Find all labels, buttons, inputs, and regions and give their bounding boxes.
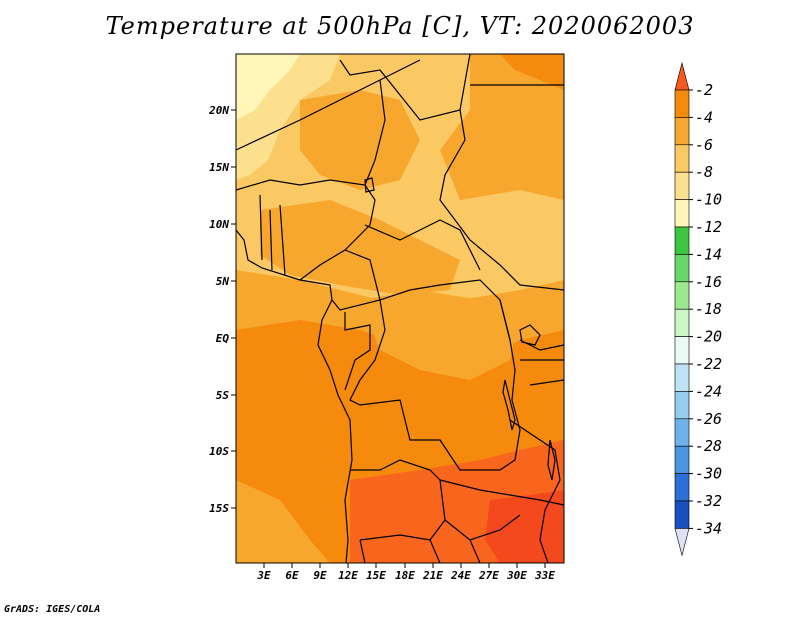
border-central-4 [349,299,500,471]
colorbar-top-arrow [674,61,690,91]
lon-ticks [263,563,546,568]
colorbar-label: -2 [695,81,713,99]
field-coolest-corner [236,54,300,120]
colorbar-label: -8 [695,163,713,181]
field-warmer-northeast [500,54,564,90]
map-frame [235,53,565,564]
colorbar-label: -16 [695,273,722,291]
border-central-3 [344,312,371,391]
colorbar-label: -24 [695,382,722,400]
border-south-3 [359,514,521,563]
lon-label: 18E [395,569,415,582]
border-sahel-3 [364,219,481,271]
lon-label: 9E [313,569,327,582]
colorbar-swatch [674,391,690,420]
border-sahel-2 [259,194,286,276]
colorbar-swatch [674,473,690,502]
border-north-2 [339,54,471,121]
colorbar-label: -28 [695,437,722,455]
colorbar-label: -4 [695,108,713,126]
lat-label: 15S [209,502,229,515]
temperature-field [236,54,564,563]
colorbar-label: -14 [695,245,722,263]
lon-label: 24E [450,569,471,582]
colorbar-label: -12 [695,218,722,236]
colorbar-label: -34 [695,519,722,537]
lat-ticks [231,109,236,509]
border-north-3 [364,79,386,186]
latitude-axis: 20N 15N 10N 5N EQ 5S 10S 15S [208,104,236,515]
lon-label: 33E [534,569,555,582]
lon-label: 21E [422,569,443,582]
colorbar-label: -22 [695,355,722,373]
colorbar-swatch [674,199,690,228]
border-south-2 [439,479,564,506]
colorbar-swatch [674,89,690,118]
lat-label: 20N [208,104,229,117]
field-warm-north-1 [300,90,420,190]
colorbar-swatch [674,226,690,255]
country-borders [236,54,564,563]
colorbar-label: -10 [695,191,722,209]
lat-label: 5S [216,389,230,402]
colorbar-swatch [674,363,690,392]
lake-tanganyika [502,379,516,431]
lon-label: 12E [338,569,358,582]
colorbar-label: -26 [695,410,722,428]
colorbar-swatch [674,171,690,200]
coastline-west [236,229,353,563]
colorbar-label: -20 [695,328,722,346]
colorbar-swatch [674,281,690,310]
lat-label: EQ [216,332,230,345]
grads-credit: GrADS: IGES/COLA [4,604,101,615]
colorbar-swatch [674,308,690,337]
lon-label: 15E [366,569,386,582]
border-south-4 [509,419,561,563]
lat-label: 10N [209,218,229,231]
colorbar-label: -18 [695,300,722,318]
colorbar-label: -6 [695,136,713,154]
field-warm-southwest [236,480,330,563]
lon-label: 3E [256,569,271,582]
colorbar-swatch [674,254,690,283]
lake-victoria [519,324,541,346]
lat-label: 10S [209,445,229,458]
lon-label: 27E [478,569,499,582]
border-north-1 [236,59,421,151]
colorbar: -2 -4 -6 -8 -10 -12 -14 -16 -18 -20 -22 -24 -26 -28 -3… [674,61,722,557]
border-sahel-1 [236,179,376,281]
colorbar-swatch [674,336,690,365]
longitude-axis: 3E 6E 9E 12E 15E 18E 21E 24E 27E 30E 33E [256,563,555,582]
colorbar-label: -32 [695,492,722,510]
colorbar-swatch [674,418,690,447]
border-north-5 [439,109,564,291]
field-cool-lake-band [360,290,520,380]
field-hot-southeast [485,490,564,563]
colorbar-swatch [674,445,690,474]
colorbar-label: -30 [695,465,722,483]
lake-malawi [547,439,556,481]
lat-label: 15N [209,161,229,174]
colorbar-bottom-arrow [674,528,690,557]
colorbar-swatch [674,144,690,173]
field-warm-central [260,200,460,295]
lake-chad [364,177,375,193]
border-central-5 [499,299,521,471]
lat-label: 5N [216,275,230,288]
lon-label: 30E [506,569,527,582]
colorbar-swatch [674,500,690,529]
lon-label: 6E [285,569,299,582]
map-title: Temperature at 500hPa [C], VT: 202006200… [105,12,695,40]
colorbar-swatch [674,117,690,146]
